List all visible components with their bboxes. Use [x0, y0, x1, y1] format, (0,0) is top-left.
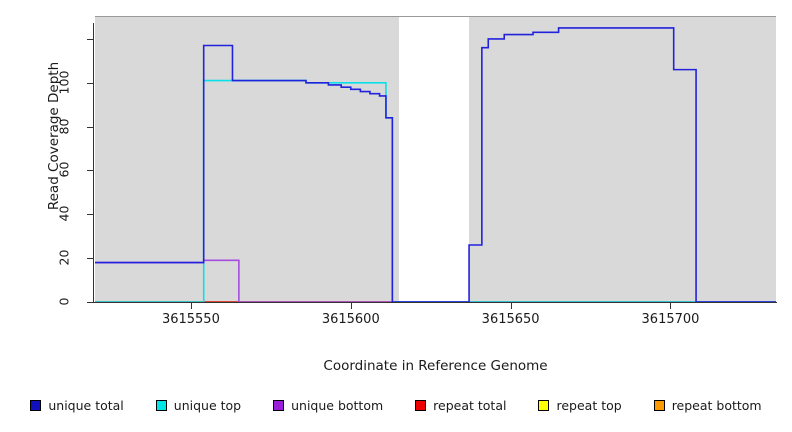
y-tick: [87, 126, 93, 128]
legend-label: repeat bottom: [671, 398, 762, 413]
x-tick-label: 3615550: [161, 312, 220, 327]
y-tick-label: 20: [56, 249, 72, 266]
y-tick-label: 40: [56, 205, 72, 222]
x-tick-label: 3615600: [321, 312, 380, 327]
legend-item[interactable]: unique total: [30, 398, 124, 413]
series-line: [95, 28, 776, 302]
series-lines: [95, 17, 776, 302]
plot-top-rule: [95, 16, 776, 17]
x-axis-title: Coordinate in Reference Genome: [323, 358, 548, 374]
legend-item[interactable]: repeat bottom: [653, 398, 762, 413]
y-tick: [87, 38, 93, 40]
x-tick: [350, 303, 352, 309]
legend-label: repeat top: [556, 398, 622, 413]
legend-label: unique bottom: [291, 398, 384, 413]
legend-item[interactable]: unique top: [155, 398, 242, 413]
legend-swatch-icon: [653, 400, 665, 411]
chart-legend: unique total unique top unique bottom repea…: [0, 398, 792, 413]
y-tick: [87, 302, 93, 303]
y-axis-line: [93, 23, 94, 303]
plot-area: [95, 16, 776, 302]
legend-label: unique top: [173, 398, 242, 413]
series-line: [95, 260, 776, 302]
legend-label: repeat total: [433, 398, 507, 413]
y-tick: [87, 258, 93, 260]
y-tick: [87, 214, 93, 216]
x-tick: [510, 303, 512, 309]
y-tick: [87, 170, 93, 172]
y-tick-label: 100: [56, 70, 72, 95]
y-tick: [87, 82, 93, 84]
x-tick: [670, 303, 672, 309]
legend-item[interactable]: repeat top: [538, 398, 622, 413]
legend-swatch-icon: [538, 400, 550, 411]
legend-swatch-icon: [30, 400, 42, 411]
shaded-region: [95, 17, 399, 302]
x-tick: [190, 303, 192, 309]
legend-swatch-icon: [155, 400, 167, 411]
legend-item[interactable]: unique bottom: [273, 398, 383, 413]
x-tick-label: 3615700: [641, 312, 700, 327]
legend-item[interactable]: repeat total: [415, 398, 506, 413]
legend-swatch-icon: [273, 400, 285, 411]
shaded-region: [469, 17, 776, 302]
x-axis-line: [93, 302, 777, 303]
series-line: [95, 81, 776, 302]
y-tick-label: 0: [56, 297, 72, 306]
x-tick-label: 3615650: [481, 312, 540, 327]
y-tick-label: 80: [56, 118, 72, 135]
y-tick-label: 60: [56, 162, 72, 178]
legend-label: unique total: [48, 398, 124, 413]
legend-swatch-icon: [415, 400, 427, 411]
